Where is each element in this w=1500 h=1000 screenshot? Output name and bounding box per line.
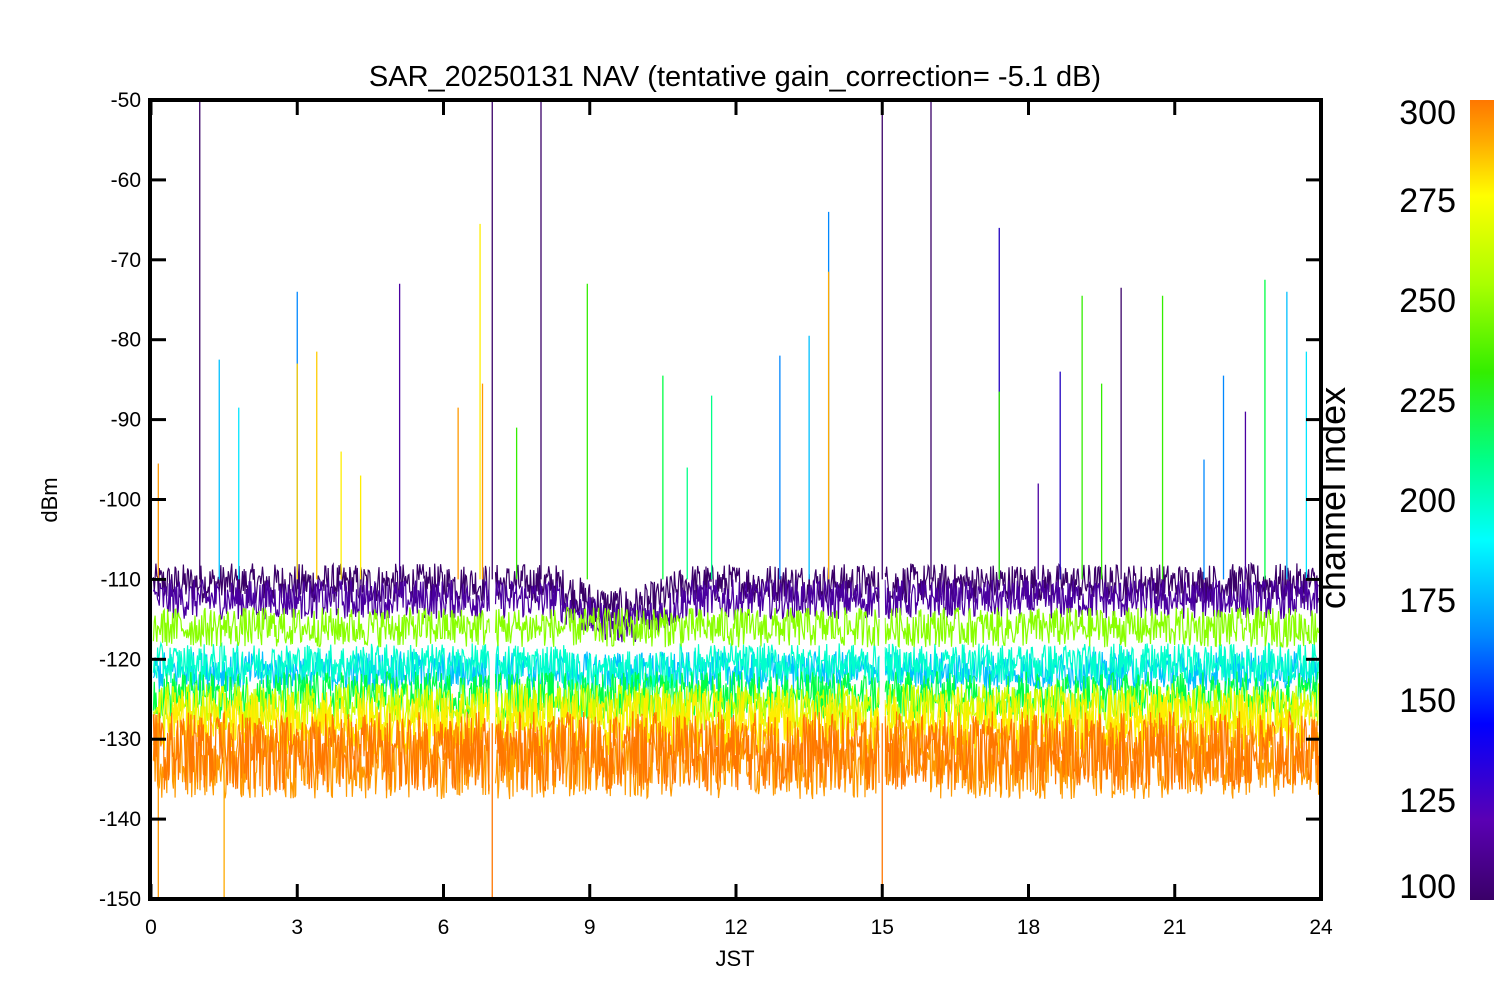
y-tick-label: -130 bbox=[99, 728, 141, 751]
colorbar-tick-label: 100 bbox=[1399, 868, 1456, 906]
y-tick-label: -70 bbox=[111, 249, 141, 272]
y-tick-label: -60 bbox=[111, 169, 141, 192]
colorbar-tick-label: 250 bbox=[1399, 282, 1456, 320]
plot-area bbox=[152, 561, 1320, 800]
y-tick-label: -80 bbox=[111, 329, 141, 352]
x-tick-label: 9 bbox=[584, 916, 596, 939]
colorbar-title: channel index bbox=[1312, 387, 1353, 609]
x-tick-label: 24 bbox=[1309, 916, 1333, 939]
colorbar-ticks: 100 125 150 175 200 225 250 275 300 bbox=[1399, 94, 1456, 906]
x-tick-label: 6 bbox=[438, 916, 450, 939]
x-tick-label: 3 bbox=[291, 916, 303, 939]
x-tick-label: 15 bbox=[871, 916, 894, 939]
y-tick-label: -90 bbox=[111, 409, 141, 432]
colorbar-tick-label: 175 bbox=[1399, 582, 1456, 620]
y-axis-label: dBm bbox=[37, 477, 62, 522]
colorbar-tick-label: 300 bbox=[1399, 94, 1456, 132]
x-tick-label: 21 bbox=[1163, 916, 1186, 939]
colorbar-tick-label: 150 bbox=[1399, 682, 1456, 720]
colorbar-tick-label: 275 bbox=[1399, 182, 1456, 220]
series-ch300 bbox=[152, 711, 1320, 793]
colorbar bbox=[1470, 100, 1494, 900]
y-tick-label: -120 bbox=[99, 648, 141, 671]
x-tick-label: 12 bbox=[724, 916, 747, 939]
y-tick-label: -110 bbox=[101, 568, 141, 591]
chart-title: SAR_20250131 NAV (tentative gain_correct… bbox=[369, 61, 1101, 93]
y-axis: -50 -60 -70 -80 -90 -100 -110 -120 -130 -140 -150 bbox=[99, 89, 1321, 911]
y-tick-label: -100 bbox=[99, 489, 141, 512]
x-tick-label: 0 bbox=[145, 916, 157, 939]
y-tick-label: -50 bbox=[111, 89, 141, 112]
x-axis: 0 3 6 9 12 15 18 21 24 bbox=[145, 100, 1333, 939]
x-axis-label: JST bbox=[715, 946, 754, 971]
y-tick-label: -140 bbox=[99, 808, 141, 831]
spike-layer bbox=[157, 100, 1308, 899]
colorbar-tick-label: 125 bbox=[1399, 782, 1456, 820]
colorbar-tick-label: 200 bbox=[1399, 482, 1456, 520]
x-tick-label: 18 bbox=[1017, 916, 1040, 939]
colorbar-tick-label: 225 bbox=[1399, 382, 1456, 420]
series-ch240 bbox=[152, 606, 1320, 649]
y-tick-label: -150 bbox=[99, 888, 141, 911]
